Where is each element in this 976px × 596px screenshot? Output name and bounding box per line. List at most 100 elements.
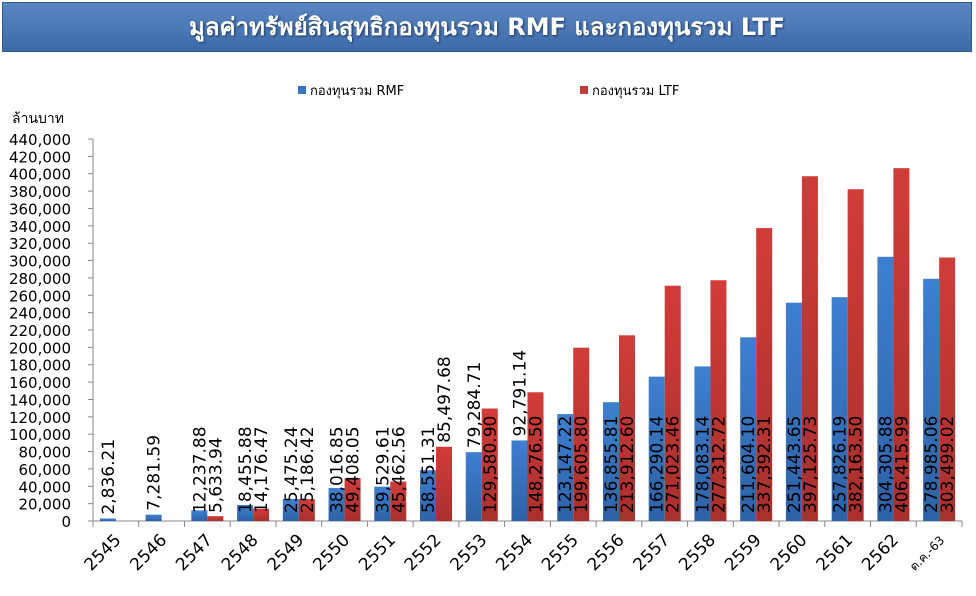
data-label: 5,633.94 <box>206 437 226 513</box>
y-tick-label: 400,000 <box>9 166 71 184</box>
data-label: 85,497.68 <box>435 356 455 443</box>
data-label: 278,985.06 <box>922 416 942 513</box>
data-label: 123,147.22 <box>556 416 576 513</box>
x-tick-label: 2561 <box>812 530 857 575</box>
x-tick-label: 2557 <box>630 530 675 575</box>
data-label: 79,284.71 <box>465 362 485 449</box>
bar-rmf <box>237 504 254 521</box>
x-tick-label: 2547 <box>172 530 217 575</box>
bar-ltf <box>390 481 407 521</box>
y-tick-label: 240,000 <box>9 305 71 323</box>
y-tick-label: 60,000 <box>19 461 72 479</box>
y-tick-label: 260,000 <box>9 287 71 305</box>
data-label: 58,551.31 <box>419 426 439 513</box>
y-tick-label: 80,000 <box>19 444 72 462</box>
x-tick-label: 2550 <box>309 530 354 575</box>
x-tick-label: 2549 <box>264 530 309 575</box>
data-label: 25,475.24 <box>282 426 302 513</box>
bar-rmf <box>648 376 665 521</box>
bar-rmf <box>328 487 345 521</box>
x-tick-label: 2562 <box>858 530 903 575</box>
bar-rmf <box>923 278 940 521</box>
y-tick-label: 320,000 <box>9 235 71 253</box>
data-label: 337,392.31 <box>755 416 775 513</box>
chart-title: มูลค่าทรัพย์สินสุทธิกองทุนรวม RMF และกอง… <box>2 2 972 52</box>
x-tick-label: 2558 <box>675 530 720 575</box>
data-label: 38,016.85 <box>328 426 348 513</box>
data-label: 304,305.88 <box>876 416 896 513</box>
y-tick-label: 180,000 <box>9 357 71 375</box>
data-label: 199,605.80 <box>572 416 592 513</box>
data-label: 148,276.50 <box>527 416 547 513</box>
data-label: 277,312.72 <box>709 416 729 513</box>
y-tick-label: 100,000 <box>9 426 71 444</box>
data-label: 7,281.59 <box>145 435 165 511</box>
bar-rmf <box>511 440 528 521</box>
data-label: 251,443.65 <box>785 416 805 513</box>
data-label: 303,499.02 <box>938 416 958 513</box>
data-label: 397,125.73 <box>801 416 821 513</box>
y-tick-label: 360,000 <box>9 200 71 218</box>
legend-label-rmf: กองทุนรวม RMF <box>310 84 404 99</box>
data-label: 271,023.46 <box>664 416 684 513</box>
data-label: 211,604.10 <box>739 416 759 513</box>
x-tick-label: 2556 <box>584 530 629 575</box>
y-tick-label: 120,000 <box>9 409 71 427</box>
bar-ltf <box>618 335 635 521</box>
bar-rmf <box>191 510 208 521</box>
bar-rmf <box>785 302 802 521</box>
bar-ltf <box>253 508 270 521</box>
bar-rmf <box>831 297 848 521</box>
bar-rmf <box>99 518 116 521</box>
x-tick-label: 2559 <box>721 530 766 575</box>
y-tick-label: 0 <box>61 513 71 531</box>
bar-rmf <box>694 366 711 521</box>
data-label: 257,826.19 <box>831 416 851 513</box>
bar-ltf <box>573 347 590 521</box>
y-tick-label: 440,000 <box>9 131 71 149</box>
data-label: 18,455.88 <box>236 426 256 513</box>
bar-rmf <box>877 256 894 521</box>
y-tick-label: 380,000 <box>9 183 71 201</box>
y-tick-label: 200,000 <box>9 339 71 357</box>
bar-ltf <box>893 168 910 521</box>
x-tick-label: 2555 <box>538 530 583 575</box>
y-tick-label: 340,000 <box>9 218 71 236</box>
bar-rmf <box>420 470 437 521</box>
bar-ltf <box>298 499 315 521</box>
legend-swatch-rmf <box>298 86 306 94</box>
y-axis-label: ล้านบาท <box>12 111 64 127</box>
bar-rmf <box>145 514 162 521</box>
bar-ltf <box>939 257 956 521</box>
y-tick-label: 420,000 <box>9 148 71 166</box>
data-label: 14,176.47 <box>252 426 272 513</box>
data-label: 406,415.99 <box>892 416 912 513</box>
bar-rmf <box>282 498 299 521</box>
x-tick-label: 2552 <box>401 530 446 575</box>
bar-rmf <box>374 486 391 521</box>
bar-rmf <box>465 452 482 521</box>
bar-ltf <box>527 392 544 521</box>
legend-swatch-ltf <box>580 86 588 94</box>
bar-ltf <box>756 228 773 521</box>
bar-ltf <box>436 446 453 521</box>
data-label: 39,529.61 <box>373 426 393 513</box>
bar-rmf <box>602 402 619 521</box>
data-label: 213,912.60 <box>618 416 638 513</box>
data-label: 382,163.50 <box>847 416 867 513</box>
data-label: 25,186.42 <box>298 426 318 513</box>
bar-ltf <box>207 516 224 521</box>
data-label: 49,408.05 <box>344 426 364 513</box>
y-tick-label: 140,000 <box>9 391 71 409</box>
bar-rmf <box>740 337 757 521</box>
y-tick-label: 160,000 <box>9 374 71 392</box>
x-tick-label: 2548 <box>218 530 263 575</box>
x-tick-label: 2551 <box>355 530 400 575</box>
data-label: 178,083.14 <box>693 416 713 513</box>
x-tick-label: 2554 <box>492 530 537 575</box>
data-label: 136,855.81 <box>602 416 622 513</box>
x-tick-label: 2553 <box>447 530 492 575</box>
bar-rmf <box>557 414 574 521</box>
